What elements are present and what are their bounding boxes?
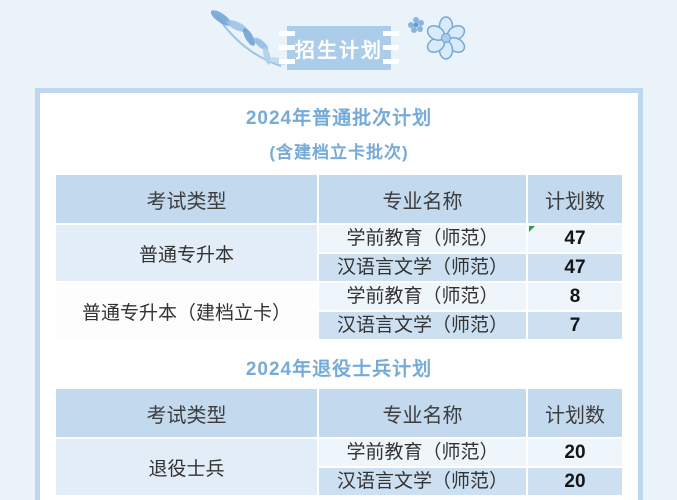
major-cell: 学前教育（师范）	[317, 437, 528, 468]
plan-table-veterans: 考试类型 专业名称 计划数 退役士兵 学前教育（师范） 20 汉语言文学（师范）…	[54, 387, 624, 497]
table-row: 退役士兵 学前教育（师范） 20	[54, 437, 624, 497]
major-cell: 汉语言文学（师范）	[317, 466, 528, 497]
leaf-branch-icon	[210, 10, 286, 67]
count-cell: 20	[526, 466, 624, 497]
col-header-major-name: 专业名称	[317, 173, 528, 225]
flower-decoration-icon	[408, 16, 466, 60]
table-row: 普通专升本 学前教育（师范） 47	[54, 223, 624, 283]
section-1-title: 2024年普通批次计划	[245, 108, 433, 129]
col-header-exam-type: 考试类型	[54, 387, 319, 439]
plan-table-regular-batch: 考试类型 专业名称 计划数 普通专升本 学前教育（师范） 47 汉语言文学（师范…	[54, 173, 624, 341]
badge-label: 招生计划	[295, 39, 383, 62]
table-row: 普通专升本（建档立卡） 学前教育（师范） 8	[54, 281, 624, 341]
major-cell: 汉语言文学（师范）	[317, 252, 528, 283]
table-header-row: 考试类型 专业名称 计划数	[54, 173, 624, 225]
cell-corner-flag-icon	[529, 226, 535, 232]
exam-type-cell: 普通专升本（建档立卡）	[54, 281, 319, 341]
count-cell: 47	[526, 223, 624, 254]
major-cell: 汉语言文学（师范）	[317, 310, 528, 341]
count-cell: 7	[526, 310, 624, 341]
content-card: 2024年普通批次计划 (含建档立卡批次) 考试类型 专业名称 计划数 普通专升…	[35, 88, 643, 500]
exam-type-cell: 退役士兵	[54, 437, 319, 497]
table-row: 汉语言文学（师范） 47	[55, 252, 624, 283]
section-2-title: 2024年退役士兵计划	[245, 359, 433, 380]
badge-stripes-left-icon	[279, 31, 295, 64]
count-cell: 47	[526, 252, 624, 283]
count-cell: 20	[526, 437, 624, 468]
col-header-plan-count: 计划数	[526, 173, 624, 225]
col-header-major-name: 专业名称	[317, 387, 528, 439]
col-header-exam-type: 考试类型	[54, 173, 319, 225]
exam-type-cell: 普通专升本	[54, 223, 319, 283]
col-header-plan-count: 计划数	[526, 387, 624, 439]
major-cell: 学前教育（师范）	[317, 223, 528, 254]
count-value: 47	[564, 227, 586, 249]
table-row: 汉语言文学（师范） 7	[55, 310, 624, 341]
badge-stripes-right-icon	[383, 31, 399, 64]
table-header-row: 考试类型 专业名称 计划数	[54, 387, 624, 439]
table-row: 汉语言文学（师范） 20	[55, 466, 624, 497]
section-1-subtitle: (含建档立卡批次)	[269, 143, 409, 162]
major-cell: 学前教育（师范）	[317, 281, 528, 312]
count-cell: 8	[526, 281, 624, 312]
banner: 招生计划	[0, 0, 677, 88]
enrollment-plan-badge: 招生计划	[279, 26, 399, 70]
